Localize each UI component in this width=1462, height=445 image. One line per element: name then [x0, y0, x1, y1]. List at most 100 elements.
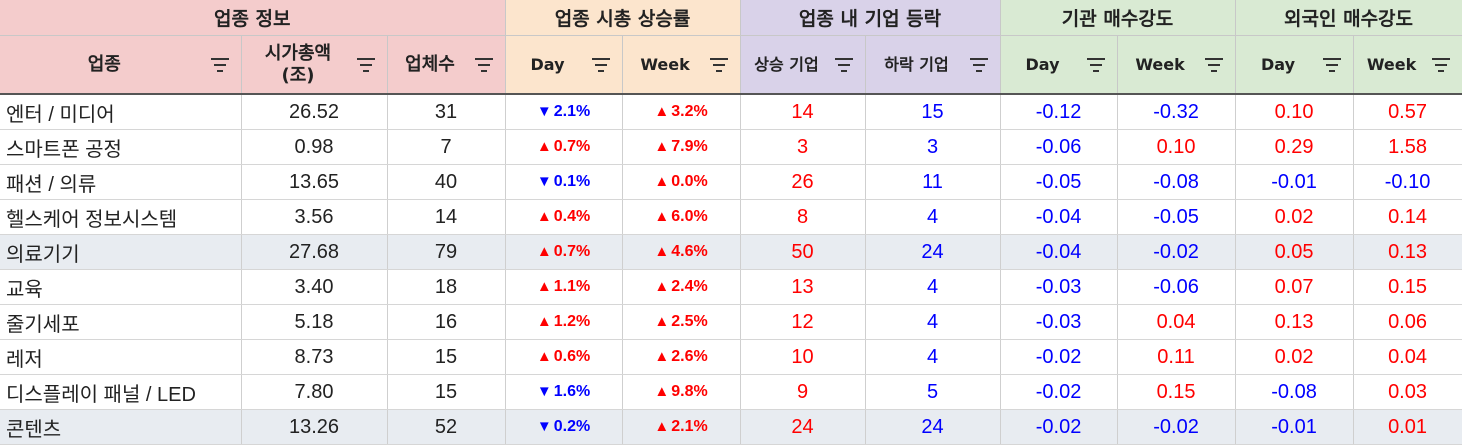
table-row[interactable]: 스마트폰 공정 0.98 7 ▲ 0.7% ▲ 7.9% 3 3 -0.06 0.10 0.29 1.5…: [0, 129, 1462, 165]
foreign-day-cell[interactable]: -0.08: [1235, 374, 1354, 410]
foreign-week-cell[interactable]: 0.14: [1353, 199, 1462, 235]
marketcap-cell[interactable]: 8.73: [241, 339, 388, 375]
mc-day-change-cell[interactable]: ▲ 0.7%: [505, 234, 623, 270]
filter-icon[interactable]: [1430, 57, 1452, 72]
col-marketcap[interactable]: 시가총액 (조): [241, 35, 388, 95]
inst-day-cell[interactable]: -0.12: [1000, 94, 1118, 130]
up-count-cell[interactable]: 50: [740, 234, 866, 270]
mc-week-change-cell[interactable]: ▲ 4.6%: [622, 234, 741, 270]
mc-day-change-cell[interactable]: ▼ 2.1%: [505, 94, 623, 130]
company-count-cell[interactable]: 14: [387, 199, 506, 235]
up-count-cell[interactable]: 24: [740, 409, 866, 445]
foreign-day-cell[interactable]: 0.13: [1235, 304, 1354, 340]
table-row[interactable]: 엔터 / 미디어 26.52 31 ▼ 2.1% ▲ 3.2% 14 15 -0.12 -0.32 0…: [0, 94, 1462, 130]
foreign-week-cell[interactable]: 0.57: [1353, 94, 1462, 130]
filter-icon[interactable]: [1203, 57, 1225, 72]
down-count-cell[interactable]: 4: [865, 304, 1001, 340]
mc-day-change-cell[interactable]: ▼ 0.2%: [505, 409, 623, 445]
foreign-day-cell[interactable]: 0.02: [1235, 199, 1354, 235]
sector-name-cell[interactable]: 콘텐츠: [0, 409, 242, 445]
col-sector[interactable]: 업종: [0, 35, 242, 95]
filter-icon[interactable]: [590, 57, 612, 72]
down-count-cell[interactable]: 4: [865, 339, 1001, 375]
foreign-week-cell[interactable]: -0.10: [1353, 164, 1462, 200]
mc-week-change-cell[interactable]: ▲ 2.6%: [622, 339, 741, 375]
foreign-week-cell[interactable]: 0.13: [1353, 234, 1462, 270]
inst-week-cell[interactable]: -0.08: [1117, 164, 1236, 200]
inst-day-cell[interactable]: -0.04: [1000, 234, 1118, 270]
foreign-day-cell[interactable]: 0.02: [1235, 339, 1354, 375]
table-row[interactable]: 헬스케어 정보시스템 3.56 14 ▲ 0.4% ▲ 6.0% 8 4 -0.04 -0.05 0.…: [0, 199, 1462, 235]
down-count-cell[interactable]: 11: [865, 164, 1001, 200]
sector-name-cell[interactable]: 엔터 / 미디어: [0, 94, 242, 130]
foreign-week-cell[interactable]: 0.01: [1353, 409, 1462, 445]
company-count-cell[interactable]: 7: [387, 129, 506, 165]
inst-week-cell[interactable]: 0.11: [1117, 339, 1236, 375]
col-down-count[interactable]: 하락 기업: [865, 35, 1001, 95]
mc-week-change-cell[interactable]: ▲ 2.4%: [622, 269, 741, 305]
filter-icon[interactable]: [473, 57, 495, 72]
marketcap-cell[interactable]: 27.68: [241, 234, 388, 270]
company-count-cell[interactable]: 52: [387, 409, 506, 445]
mc-day-change-cell[interactable]: ▼ 1.6%: [505, 374, 623, 410]
up-count-cell[interactable]: 12: [740, 304, 866, 340]
col-mc-day[interactable]: Day: [505, 35, 623, 95]
inst-week-cell[interactable]: 0.15: [1117, 374, 1236, 410]
table-row[interactable]: 교육 3.40 18 ▲ 1.1% ▲ 2.4% 13 4 -0.03 -0.06 0.07 0.15: [0, 269, 1462, 305]
up-count-cell[interactable]: 26: [740, 164, 866, 200]
sector-name-cell[interactable]: 교육: [0, 269, 242, 305]
mc-week-change-cell[interactable]: ▲ 0.0%: [622, 164, 741, 200]
down-count-cell[interactable]: 24: [865, 409, 1001, 445]
company-count-cell[interactable]: 79: [387, 234, 506, 270]
marketcap-cell[interactable]: 13.26: [241, 409, 388, 445]
foreign-day-cell[interactable]: 0.05: [1235, 234, 1354, 270]
col-for-week[interactable]: Week: [1353, 35, 1462, 95]
foreign-day-cell[interactable]: 0.29: [1235, 129, 1354, 165]
filter-icon[interactable]: [833, 57, 855, 72]
mc-day-change-cell[interactable]: ▼ 0.1%: [505, 164, 623, 200]
col-up-count[interactable]: 상승 기업: [740, 35, 866, 95]
inst-week-cell[interactable]: 0.04: [1117, 304, 1236, 340]
sector-name-cell[interactable]: 디스플레이 패널 / LED: [0, 374, 242, 410]
marketcap-cell[interactable]: 3.56: [241, 199, 388, 235]
col-inst-week[interactable]: Week: [1117, 35, 1236, 95]
marketcap-cell[interactable]: 13.65: [241, 164, 388, 200]
foreign-week-cell[interactable]: 0.03: [1353, 374, 1462, 410]
foreign-day-cell[interactable]: -0.01: [1235, 409, 1354, 445]
mc-week-change-cell[interactable]: ▲ 7.9%: [622, 129, 741, 165]
mc-day-change-cell[interactable]: ▲ 1.2%: [505, 304, 623, 340]
up-count-cell[interactable]: 3: [740, 129, 866, 165]
mc-week-change-cell[interactable]: ▲ 3.2%: [622, 94, 741, 130]
inst-day-cell[interactable]: -0.02: [1000, 374, 1118, 410]
inst-day-cell[interactable]: -0.04: [1000, 199, 1118, 235]
company-count-cell[interactable]: 15: [387, 374, 506, 410]
table-row[interactable]: 줄기세포 5.18 16 ▲ 1.2% ▲ 2.5% 12 4 -0.03 0.04 0.13 0.06: [0, 304, 1462, 340]
mc-day-change-cell[interactable]: ▲ 0.6%: [505, 339, 623, 375]
inst-day-cell[interactable]: -0.05: [1000, 164, 1118, 200]
mc-day-change-cell[interactable]: ▲ 0.7%: [505, 129, 623, 165]
inst-day-cell[interactable]: -0.03: [1000, 269, 1118, 305]
col-count[interactable]: 업체수: [387, 35, 506, 95]
table-row[interactable]: 디스플레이 패널 / LED 7.80 15 ▼ 1.6% ▲ 9.8% 9 5 -0.02 0.1…: [0, 374, 1462, 410]
marketcap-cell[interactable]: 7.80: [241, 374, 388, 410]
inst-week-cell[interactable]: -0.05: [1117, 199, 1236, 235]
filter-icon[interactable]: [355, 57, 377, 72]
table-row[interactable]: 콘텐츠 13.26 52 ▼ 0.2% ▲ 2.1% 24 24 -0.02 -0.02 -0.01 0…: [0, 409, 1462, 445]
up-count-cell[interactable]: 10: [740, 339, 866, 375]
inst-week-cell[interactable]: -0.32: [1117, 94, 1236, 130]
company-count-cell[interactable]: 40: [387, 164, 506, 200]
foreign-day-cell[interactable]: 0.07: [1235, 269, 1354, 305]
col-mc-week[interactable]: Week: [622, 35, 741, 95]
marketcap-cell[interactable]: 3.40: [241, 269, 388, 305]
inst-week-cell[interactable]: -0.06: [1117, 269, 1236, 305]
mc-day-change-cell[interactable]: ▲ 0.4%: [505, 199, 623, 235]
mc-week-change-cell[interactable]: ▲ 6.0%: [622, 199, 741, 235]
up-count-cell[interactable]: 13: [740, 269, 866, 305]
sector-name-cell[interactable]: 레저: [0, 339, 242, 375]
up-count-cell[interactable]: 14: [740, 94, 866, 130]
sector-name-cell[interactable]: 헬스케어 정보시스템: [0, 199, 242, 235]
mc-day-change-cell[interactable]: ▲ 1.1%: [505, 269, 623, 305]
sector-name-cell[interactable]: 패션 / 의류: [0, 164, 242, 200]
inst-week-cell[interactable]: -0.02: [1117, 409, 1236, 445]
mc-week-change-cell[interactable]: ▲ 2.5%: [622, 304, 741, 340]
